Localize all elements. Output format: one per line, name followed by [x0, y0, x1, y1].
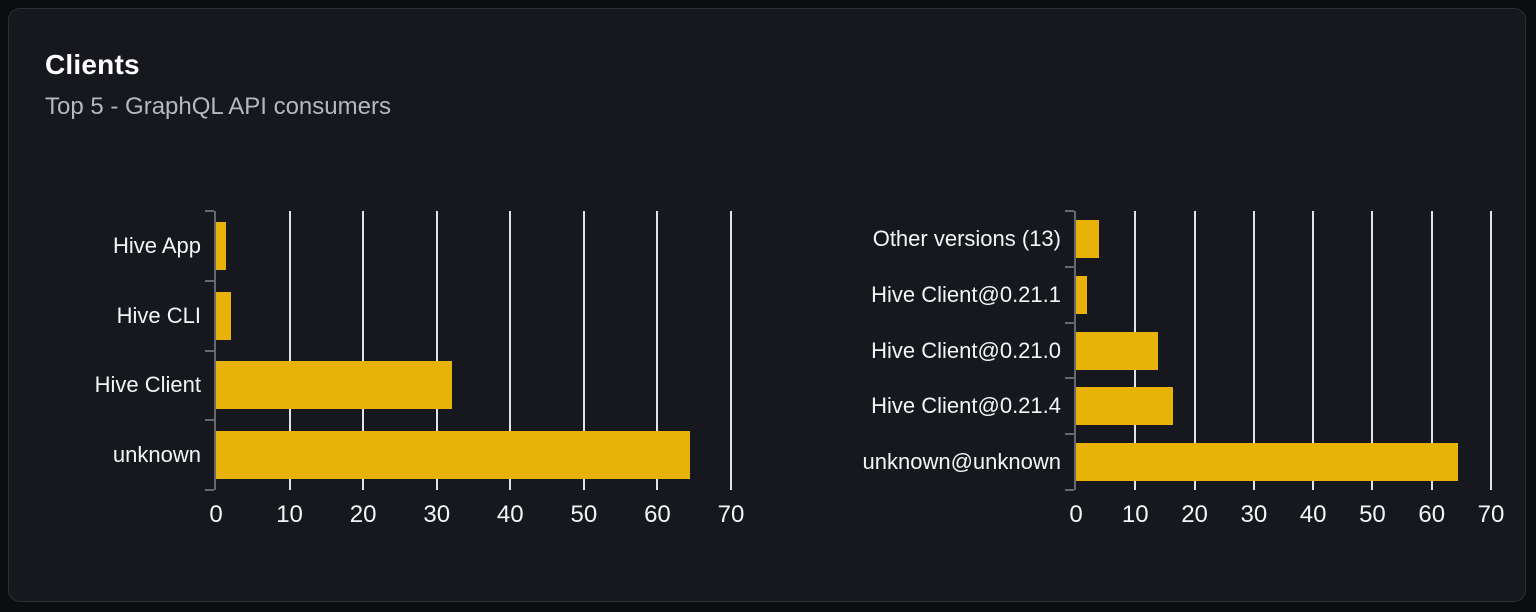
y-axis-tick: [1065, 322, 1074, 324]
category-label: unknown: [112, 442, 201, 468]
gridline: [509, 211, 512, 490]
x-tick-label: 50: [1359, 501, 1386, 528]
bar: [216, 361, 453, 410]
y-axis-tick: [1065, 433, 1074, 435]
category-label: unknown@unknown: [862, 449, 1061, 475]
x-tick-label: 70: [717, 501, 745, 528]
gridline: [1371, 211, 1374, 490]
gridline: [1312, 211, 1315, 490]
x-tick-label: 70: [1477, 501, 1505, 528]
x-tick-label: 30: [423, 501, 451, 528]
category-label: Hive CLI: [116, 302, 201, 328]
gridline: [582, 211, 585, 490]
bar: [216, 221, 227, 270]
bar: [1076, 443, 1459, 482]
gridline: [288, 211, 291, 490]
card-subtitle: Top 5 - GraphQL API consumers: [45, 93, 391, 120]
category-label: Hive Client@0.21.0: [871, 337, 1061, 363]
category-label: Hive Client@0.21.4: [871, 393, 1061, 419]
bar: [1076, 331, 1158, 370]
y-axis-tick: [1065, 266, 1074, 268]
y-axis-tick: [205, 350, 214, 352]
x-tick-label: 10: [276, 501, 303, 528]
y-axis-tick: [205, 280, 214, 282]
x-tick-label: 60: [644, 501, 671, 528]
x-tick-label: 50: [570, 501, 598, 528]
gridline: [1490, 211, 1492, 490]
card-title: Clients: [45, 49, 140, 80]
x-tick-label: 0: [1069, 501, 1083, 528]
y-axis-line: [1074, 211, 1076, 490]
category-label: Hive App: [112, 232, 201, 258]
category-label: Other versions (13): [872, 225, 1061, 251]
gridline: [1252, 211, 1255, 490]
category-label: Hive Client: [94, 372, 201, 398]
gridline: [435, 211, 438, 490]
y-axis-line: [214, 211, 216, 490]
client-versions-bar-chart: Other versions (13) Hive Client@0.21.1 Hiv…: [863, 210, 1504, 527]
y-axis-tick: [205, 210, 214, 212]
y-axis-tick: [1065, 210, 1074, 212]
x-tick-label: 40: [1299, 501, 1327, 528]
x-tick-label: 40: [496, 501, 524, 528]
x-tick-label: 20: [349, 501, 377, 528]
clients-bar-chart: Hive App Hive CLI Hive Client unknown 0 10 20 3…: [95, 210, 744, 527]
gridline: [730, 211, 732, 490]
y-axis-tick: [205, 419, 214, 421]
bar: [1076, 387, 1174, 426]
y-axis-tick: [205, 489, 214, 491]
category-label: Hive Client@0.21.1: [871, 281, 1061, 307]
y-axis-tick: [1065, 377, 1074, 379]
bar: [216, 291, 231, 340]
bar: [1076, 219, 1100, 258]
clients-card: Clients Top 5 - GraphQL API consumers Hi…: [8, 8, 1526, 602]
bar: [1076, 275, 1087, 314]
x-tick-label: 0: [209, 501, 223, 528]
x-tick-label: 10: [1121, 501, 1149, 528]
gridline: [1430, 211, 1433, 490]
bar: [216, 431, 690, 480]
x-tick-label: 60: [1418, 501, 1446, 528]
gridline: [656, 211, 659, 490]
gridline: [362, 211, 365, 490]
gridline: [1193, 211, 1196, 490]
x-tick-label: 20: [1181, 501, 1208, 528]
y-axis-tick: [1065, 489, 1074, 491]
x-tick-label: 30: [1240, 501, 1268, 528]
